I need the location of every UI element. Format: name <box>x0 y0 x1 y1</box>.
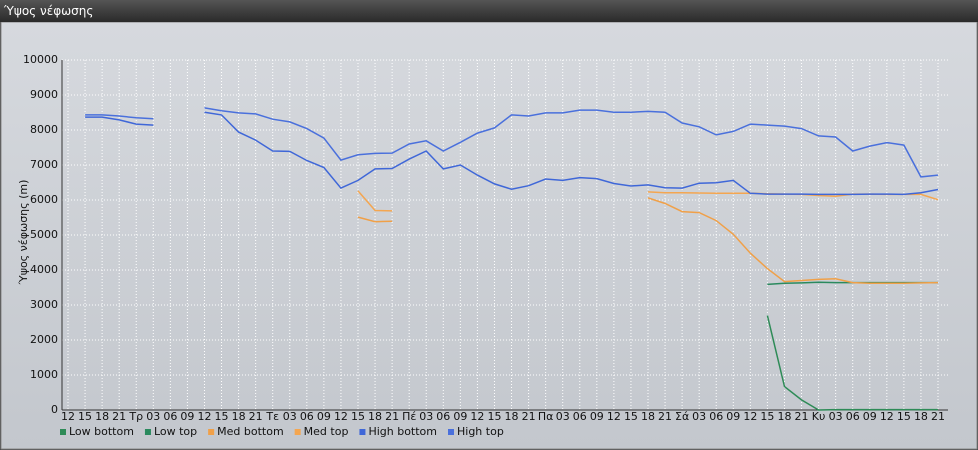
x-tick-label: 12 <box>334 410 348 423</box>
legend-label: Low bottom <box>69 425 134 438</box>
x-tick-label: 18 <box>777 410 791 423</box>
x-tick-label: 21 <box>658 410 672 423</box>
x-tick-label: 12 <box>197 410 211 423</box>
legend-label: Med top <box>304 425 349 438</box>
x-tick-label: 18 <box>505 410 519 423</box>
legend-swatch <box>294 429 301 435</box>
x-tick-label: 18 <box>914 410 928 423</box>
x-tick-label: 12 <box>743 410 757 423</box>
y-tick-label: 8000 <box>30 123 58 136</box>
x-tick-label: 03 <box>419 410 433 423</box>
series-line <box>766 315 938 411</box>
y-tick-label: 10000 <box>23 53 58 66</box>
x-tick-label: 09 <box>317 410 331 423</box>
legend-swatch <box>60 429 66 435</box>
x-tick-label: 06 <box>436 410 450 423</box>
x-tick-label: 21 <box>522 410 536 423</box>
x-tick-label: 15 <box>487 410 501 423</box>
x-tick-label: 12 <box>880 410 894 423</box>
x-tick-label: 21 <box>112 410 126 423</box>
x-tick-label: 03 <box>692 410 706 423</box>
x-tick-label: 12 <box>470 410 484 423</box>
x-tick-label: Σά <box>675 410 689 423</box>
x-tick-label: 12 <box>61 410 75 423</box>
x-tick-label: 15 <box>78 410 92 423</box>
x-tick-label: 06 <box>573 410 587 423</box>
x-tick-label: 09 <box>863 410 877 423</box>
legend-swatch <box>208 429 215 435</box>
x-tick-label: 03 <box>283 410 297 423</box>
y-tick-label: 0 <box>51 403 58 416</box>
legend-label: High bottom <box>368 425 437 438</box>
legend-label: High top <box>457 425 504 438</box>
x-tick-label: 09 <box>726 410 740 423</box>
legend-swatch <box>359 429 366 435</box>
x-tick-label: 06 <box>163 410 177 423</box>
x-tick-label: Πέ <box>402 410 416 423</box>
x-tick-label: 09 <box>453 410 467 423</box>
x-tick-label: 15 <box>215 410 229 423</box>
y-tick-label: 2000 <box>30 333 58 346</box>
x-tick-label: 15 <box>351 410 365 423</box>
x-tick-label: 21 <box>385 410 399 423</box>
x-tick-label: Κυ <box>812 410 826 423</box>
y-tick-label: 5000 <box>30 228 58 241</box>
x-tick-label: 09 <box>180 410 194 423</box>
x-tick-label: 18 <box>232 410 246 423</box>
x-tick-label: 21 <box>931 410 945 423</box>
x-tick-label: 03 <box>146 410 160 423</box>
y-tick-label: 6000 <box>30 193 58 206</box>
series-line <box>357 197 939 285</box>
window-title: Ύψος νέφωσης <box>0 0 978 22</box>
legend-label: Low top <box>154 425 197 438</box>
y-tick-label: 9000 <box>30 88 58 101</box>
chart: Ύψος νέφωσης (m) 0 1000 2000 3000 4000 5000 60… <box>0 22 978 450</box>
x-tick-label: 06 <box>846 410 860 423</box>
x-tick-label: 06 <box>300 410 314 423</box>
x-tick-label: 18 <box>641 410 655 423</box>
legend-label: Med bottom <box>217 425 284 438</box>
y-tick-label: 4000 <box>30 263 58 276</box>
series-line <box>85 107 939 178</box>
x-tick-label: 18 <box>95 410 109 423</box>
y-tick-label: 7000 <box>30 158 58 171</box>
legend-swatch <box>448 429 454 435</box>
y-tick-label: 1000 <box>30 368 58 381</box>
x-tick-label: 15 <box>760 410 774 423</box>
x-tick-label: Τρ <box>128 410 143 423</box>
x-tick-label: 21 <box>249 410 263 423</box>
x-tick-label: 03 <box>829 410 843 423</box>
x-tick-label: Πα <box>538 410 554 423</box>
y-tick-label: 3000 <box>30 298 58 311</box>
x-tick-label: 12 <box>607 410 621 423</box>
x-tick-label: 09 <box>590 410 604 423</box>
x-tick-label: 03 <box>556 410 570 423</box>
x-tick-label: 18 <box>368 410 382 423</box>
x-tick-label: Τε <box>265 410 279 423</box>
series-line <box>85 111 939 196</box>
x-tick-label: 15 <box>624 410 638 423</box>
y-axis-label: Ύψος νέφωσης (m) <box>17 180 30 286</box>
x-tick-label: 06 <box>709 410 723 423</box>
x-tick-label: 15 <box>897 410 911 423</box>
legend-swatch <box>144 429 151 435</box>
x-tick-label: 21 <box>795 410 809 423</box>
